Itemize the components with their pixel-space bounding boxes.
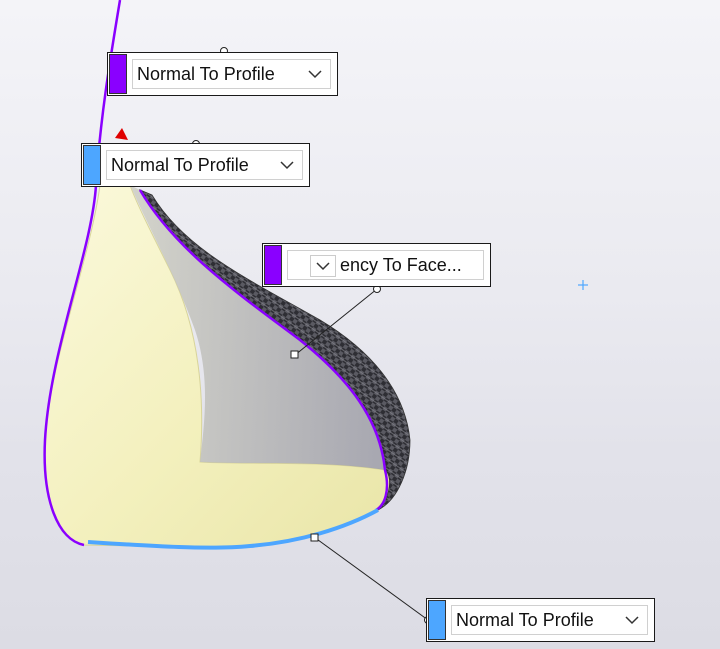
- callout-top-swatch[interactable]: [109, 54, 127, 94]
- callout-second-label: Normal To Profile: [111, 154, 249, 175]
- callout-middle-label: ency To Face...: [340, 254, 462, 275]
- callout-bottom-dropdown[interactable]: Normal To Profile: [451, 605, 648, 635]
- callout-bottom-swatch[interactable]: [428, 600, 446, 640]
- callout-second-dropdown[interactable]: Normal To Profile: [106, 150, 303, 180]
- callout-top[interactable]: Normal To Profile: [107, 52, 338, 96]
- profile-curve-left[interactable]: [43, 0, 122, 547]
- callout-middle-dropdown[interactable]: ency To Face...: [287, 250, 484, 280]
- callout-middle-swatch[interactable]: [264, 245, 282, 285]
- leader-handle-middle[interactable]: [290, 350, 299, 359]
- leader-line-bottom: [313, 536, 429, 621]
- chevron-down-icon[interactable]: [306, 64, 324, 84]
- leader-handle-bottom[interactable]: [310, 533, 319, 542]
- callout-second[interactable]: Normal To Profile: [81, 143, 310, 187]
- chevron-down-icon[interactable]: [623, 610, 641, 630]
- profile-curve-right[interactable]: [138, 189, 389, 512]
- callout-bottom-label: Normal To Profile: [456, 609, 594, 630]
- chevron-down-icon[interactable]: [310, 255, 336, 277]
- chevron-down-icon[interactable]: [278, 155, 296, 175]
- callout-middle[interactable]: ency To Face...: [262, 243, 491, 287]
- crosshair-plus-icon: [578, 280, 588, 290]
- guide-edge-bottom[interactable]: [87, 508, 379, 550]
- callout-top-label: Normal To Profile: [137, 63, 275, 84]
- callout-bottom[interactable]: Normal To Profile: [426, 598, 655, 642]
- callout-top-dropdown[interactable]: Normal To Profile: [132, 59, 331, 89]
- callout-second-swatch[interactable]: [83, 145, 101, 185]
- red-arrow-marker: [115, 128, 128, 140]
- leader-line-middle: [294, 288, 378, 356]
